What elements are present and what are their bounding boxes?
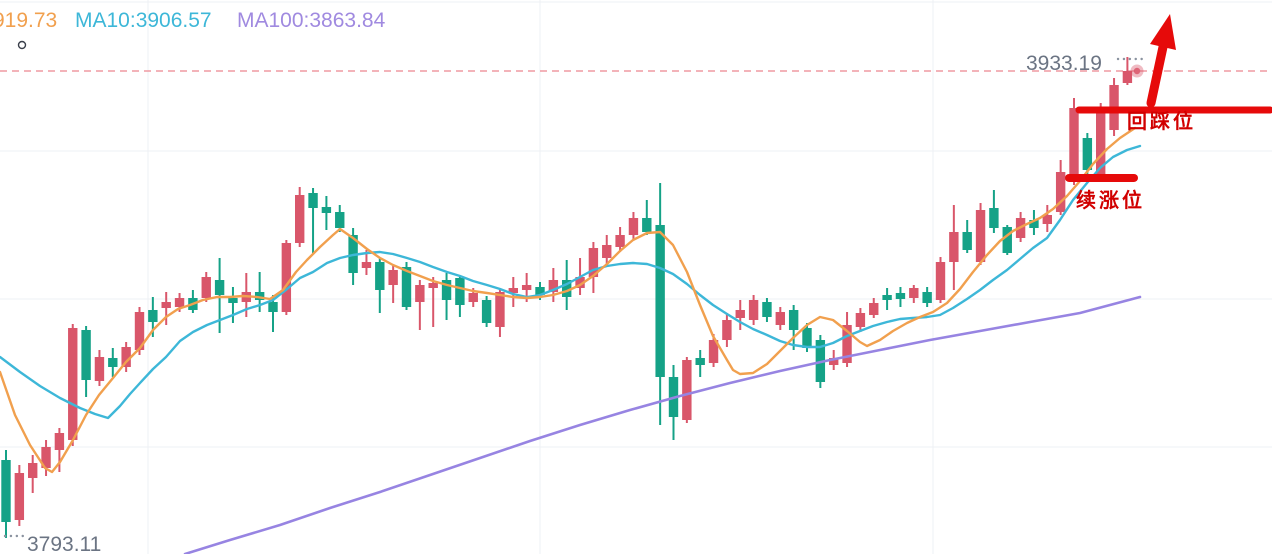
candle-body [882,295,892,300]
candle-body [281,243,292,312]
current-price-dot [1133,67,1141,75]
candle-body [708,340,719,363]
candle-body [895,293,906,299]
candle-body [415,285,425,302]
candle-body [468,293,478,302]
candle-body [254,292,265,300]
candle-body [401,267,412,307]
candle-body [909,288,919,298]
candle-body [481,300,492,323]
continuation-level-label: 续涨位 [1076,190,1145,212]
candle-body [1082,138,1093,170]
candle-body [28,463,38,478]
candle-body [148,310,158,322]
candle-body [989,208,999,228]
candle-body [1096,110,1106,177]
candle-body [748,300,759,320]
candle-body [922,292,932,303]
candle-body [642,218,652,232]
candle-body [788,310,799,330]
candle-body [842,325,852,363]
candle-body [548,280,559,292]
candle-body [735,310,745,318]
candle-body [214,280,225,295]
candle-body [535,287,545,295]
candle-body [802,328,812,348]
candle-body [308,193,318,208]
candle-body [495,292,505,327]
candle-body [121,347,131,367]
candle-body [615,235,625,247]
candle-body [201,277,211,298]
ma-line-ma10 [0,126,1137,474]
legend-ma10-value: MA10:3906.57 [75,9,212,32]
up-arrow-shaft [1146,42,1168,108]
candle-body [855,313,866,327]
candle-body [268,302,278,312]
candle-body [14,473,25,520]
candle-body [295,195,305,243]
candle-body [562,280,572,297]
candle-body [775,312,785,325]
candle-body [321,207,332,213]
candle-body [41,447,51,468]
candle-body [829,358,839,365]
candle-body [134,312,145,350]
candle-body [682,360,692,420]
candle-body [762,302,772,317]
candle-body [375,262,385,290]
candle-body [388,270,398,285]
candle-body [428,283,438,288]
candle-body [655,225,665,377]
candle-body [695,358,705,365]
candle-body [588,248,599,277]
candle-body [1069,108,1079,180]
candle-body [869,303,879,315]
candle-body [68,328,78,440]
candle-body [975,210,986,262]
legend-ma5-value: 919.73 [0,9,58,32]
candle-body [1029,220,1039,228]
candle-body [161,302,171,308]
candle-body [508,288,518,293]
up-arrow-head [1150,14,1176,50]
candle-body [1042,215,1052,224]
candle-body [455,278,465,305]
candle-body [1055,172,1066,212]
candle-body [108,358,118,367]
candle-body [81,330,91,380]
candle-body [54,433,65,450]
marker-circle [17,40,27,50]
candle-body [628,218,639,235]
candle-body [575,277,585,288]
candle-body [228,298,238,303]
candle-body [962,232,972,250]
candle-body [361,262,372,268]
candle-body [335,212,345,228]
candle-body [722,320,732,340]
candle-body [174,298,185,307]
candle-body [1122,71,1133,83]
candle-body [935,262,946,300]
candle-body [949,232,959,262]
candle-body [94,357,105,381]
candle-body [521,285,532,290]
legend-ma100-value: MA100:3863.84 [237,9,386,32]
current-price-label: 3933.19 [1026,52,1102,75]
low-price-label: 3793.11 [27,533,102,554]
candle-body [1,460,11,522]
pullback-level-label: 回踩位 [1127,111,1196,133]
candle-body [1002,227,1012,253]
candle-body [441,280,452,300]
candle-body [602,245,612,258]
ma-line-ma100 [183,295,1142,554]
ma-line-ma30 [0,144,1142,420]
